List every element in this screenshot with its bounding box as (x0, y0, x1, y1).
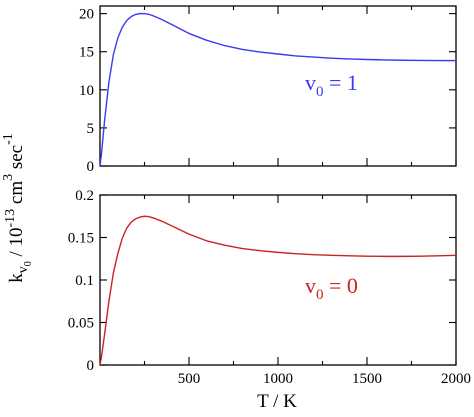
ylabel-main: k (6, 273, 27, 283)
y-tick-label: 0.15 (68, 231, 94, 247)
ylabel-divider: / 10 (6, 228, 27, 262)
y-axis-title: kv0 / 10-13 cm3 sec-1 (1, 133, 34, 283)
y-tick-label: 20 (79, 7, 94, 23)
ylabel-subsub: 0 (23, 261, 34, 266)
x-tick-label: 2000 (441, 371, 471, 387)
x-tick-label: 1000 (263, 371, 293, 387)
y-tick-label: 15 (79, 45, 94, 61)
ylabel-unit1: cm (6, 181, 27, 209)
series-annotation: v0 = 0 (305, 273, 358, 303)
x-tick-label: 500 (178, 371, 201, 387)
ylabel-exp2: 3 (1, 174, 16, 181)
ylabel-sub: v (16, 266, 31, 273)
svg-text:kv0 / 10-13 cm3 sec-1: kv0 / 10-13 cm3 sec-1 (1, 133, 34, 283)
series-annotation: v0 = 1 (305, 70, 358, 100)
chart-panel-lower: 0 0.05 0.1 0.15 0.2 500 1000 1500 2000 v0 = 0 (68, 188, 471, 387)
y-tick-label: 10 (79, 83, 94, 99)
y-tick-label: 0.1 (75, 273, 94, 289)
x-tick-label: 1500 (352, 371, 382, 387)
plot-frame (99, 5, 457, 167)
plot-frame (99, 194, 457, 366)
chart-panel-upper: 0 5 10 15 20 v0 = 1 (79, 5, 457, 175)
series-line (99, 215, 457, 366)
chart-panels: 0 5 10 15 20 v0 = 1 0 0.05 0.1 0.15 0.2 500 1000 1500… (68, 5, 471, 387)
ylabel-unit2: sec (6, 145, 27, 174)
y-tick-label: 5 (87, 121, 95, 137)
series-line (99, 12, 457, 167)
y-tick-label: 0.2 (75, 188, 94, 204)
y-tick-label: 0 (87, 159, 95, 175)
y-tick-label: 0.05 (68, 316, 94, 332)
x-axis-title: T / K (257, 391, 297, 412)
ylabel-exp1: -13 (3, 209, 18, 228)
ylabel-exp3: -1 (1, 133, 16, 145)
y-tick-label: 0 (87, 358, 95, 374)
